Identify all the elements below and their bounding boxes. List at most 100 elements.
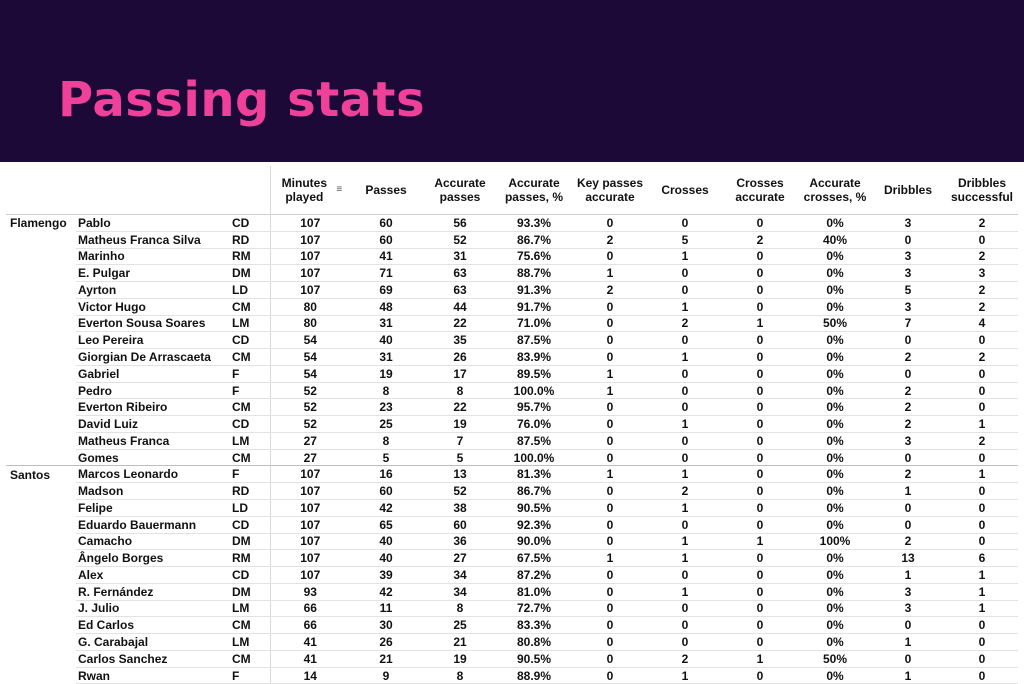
player-name-cell: Marinho <box>76 248 230 266</box>
position-cell: LM <box>230 633 270 651</box>
position-cell: CM <box>230 650 270 668</box>
crosses-cell: 5 <box>650 231 720 249</box>
accurate-passes-pct-cell: 67.5% <box>498 549 570 568</box>
table-row: Pedro F 52 8 8 100.0% 1 0 0 0% 2 0 <box>6 382 1018 400</box>
minutes-played-cell: 80 <box>269 315 350 333</box>
crosses-accurate-cell: 0 <box>720 482 800 501</box>
page-title: Passing stats <box>58 72 426 128</box>
player-name-cell: R. Fernández <box>76 583 230 601</box>
accurate-passes-cell: 63 <box>422 281 498 299</box>
crosses-accurate-cell: 0 <box>720 616 800 635</box>
position-cell: F <box>230 667 270 684</box>
player-name-cell: Matheus Franca <box>76 432 230 450</box>
passes-cell: 48 <box>350 298 422 316</box>
accurate-passes-cell: 26 <box>422 348 498 366</box>
accurate-crosses-pct-cell: 0% <box>800 482 870 501</box>
accurate-crosses-pct-cell: 0% <box>800 264 870 283</box>
player-name-cell: Everton Ribeiro <box>76 398 230 417</box>
header-accurate-passes-pct[interactable]: Accurate passes, % <box>498 166 570 215</box>
passes-cell: 31 <box>350 315 422 333</box>
position-cell: CD <box>230 516 270 534</box>
header-crosses-accurate[interactable]: Crosses accurate <box>720 166 800 215</box>
accurate-crosses-pct-cell: 0% <box>800 248 870 266</box>
table-row: Santos Marcos Leonardo F 107 16 13 81.3% 1 1 0 0% 2… <box>6 465 1018 484</box>
dribbles-successful-cell: 0 <box>946 633 1018 651</box>
player-name-cell: Gabriel <box>76 365 230 383</box>
position-cell: CM <box>230 616 270 635</box>
dribbles-successful-cell: 1 <box>946 566 1018 584</box>
accurate-crosses-pct-cell: 0% <box>800 432 870 450</box>
dribbles-successful-cell: 0 <box>946 482 1018 501</box>
header-dribbles-successful[interactable]: Dribbles successful <box>946 166 1018 215</box>
dribbles-successful-cell: 0 <box>946 331 1018 350</box>
position-cell: CD <box>230 415 270 433</box>
accurate-crosses-pct-cell: 40% <box>800 231 870 249</box>
passes-cell: 5 <box>350 449 422 467</box>
table-row: R. Fernández DM 93 42 34 81.0% 0 1 0 0% 3 1 <box>6 583 1018 601</box>
position-cell: F <box>230 365 270 383</box>
minutes-played-cell: 93 <box>269 583 350 601</box>
accurate-passes-pct-cell: 83.9% <box>498 348 570 366</box>
accurate-crosses-pct-cell: 0% <box>800 633 870 651</box>
header-key-passes-accurate[interactable]: Key passes accurate <box>570 166 650 215</box>
crosses-cell: 0 <box>650 449 720 467</box>
team-cell <box>6 550 76 567</box>
header-accurate-crosses-pct[interactable]: Accurate crosses, % <box>800 166 870 215</box>
key-passes-accurate-cell: 0 <box>570 566 650 584</box>
dribbles-successful-cell: 2 <box>946 348 1018 366</box>
key-passes-accurate-cell: 0 <box>570 600 650 618</box>
dribbles-successful-cell: 6 <box>946 549 1018 568</box>
crosses-accurate-cell: 0 <box>720 248 800 266</box>
accurate-crosses-pct-cell: 0% <box>800 499 870 517</box>
position-cell: LD <box>230 281 270 299</box>
accurate-passes-pct-cell: 90.5% <box>498 650 570 668</box>
table-row: Victor Hugo CM 80 48 44 91.7% 0 1 0 0% 3 2 <box>6 298 1018 316</box>
accurate-crosses-pct-cell: 0% <box>800 298 870 316</box>
header-passes[interactable]: Passes <box>350 166 422 215</box>
crosses-cell: 2 <box>650 315 720 333</box>
crosses-accurate-cell: 0 <box>720 398 800 417</box>
position-cell: F <box>230 465 270 484</box>
accurate-passes-cell: 34 <box>422 583 498 601</box>
dribbles-cell: 2 <box>870 465 946 484</box>
table-row: Gabriel F 54 19 17 89.5% 1 0 0 0% 0 0 <box>6 365 1018 383</box>
accurate-passes-pct-cell: 89.5% <box>498 365 570 383</box>
player-name-cell: Felipe <box>76 499 230 517</box>
key-passes-accurate-cell: 0 <box>570 583 650 601</box>
team-cell <box>6 500 76 517</box>
player-name-cell: Giorgian De Arrascaeta <box>76 348 230 366</box>
sort-descending-icon[interactable]: ≡ <box>336 184 343 195</box>
dribbles-cell: 3 <box>870 583 946 601</box>
passes-cell: 11 <box>350 600 422 618</box>
passes-cell: 19 <box>350 365 422 383</box>
player-name-cell: Rwan <box>76 667 230 684</box>
dribbles-successful-cell: 0 <box>946 398 1018 417</box>
crosses-cell: 0 <box>650 264 720 283</box>
crosses-accurate-cell: 0 <box>720 331 800 350</box>
accurate-crosses-pct-cell: 0% <box>800 365 870 383</box>
team-cell <box>6 416 76 433</box>
team-cell <box>6 533 76 550</box>
key-passes-accurate-cell: 0 <box>570 415 650 433</box>
minutes-played-cell: 107 <box>269 516 350 534</box>
team-cell <box>6 365 76 382</box>
dribbles-successful-cell: 2 <box>946 281 1018 299</box>
minutes-played-cell: 80 <box>269 298 350 316</box>
table-row: Gomes CM 27 5 5 100.0% 0 0 0 0% 0 0 <box>6 449 1018 467</box>
table-row: Ayrton LD 107 69 63 91.3% 2 0 0 0% 5 2 <box>6 281 1018 299</box>
minutes-played-cell: 54 <box>269 348 350 366</box>
header-accurate-passes[interactable]: Accurate passes <box>422 166 498 215</box>
position-cell: CM <box>230 348 270 366</box>
crosses-accurate-cell: 0 <box>720 465 800 484</box>
key-passes-accurate-cell: 0 <box>570 667 650 684</box>
header-minutes-played[interactable]: Minutes played ≡ <box>269 166 350 215</box>
minutes-played-cell: 107 <box>269 214 350 232</box>
player-name-cell: Victor Hugo <box>76 298 230 316</box>
accurate-passes-cell: 27 <box>422 549 498 568</box>
header-dribbles[interactable]: Dribbles <box>870 166 946 215</box>
crosses-cell: 0 <box>650 633 720 651</box>
team-cell <box>6 617 76 634</box>
header-crosses[interactable]: Crosses <box>650 166 720 215</box>
key-passes-accurate-cell: 0 <box>570 214 650 232</box>
accurate-passes-pct-cell: 80.8% <box>498 633 570 651</box>
